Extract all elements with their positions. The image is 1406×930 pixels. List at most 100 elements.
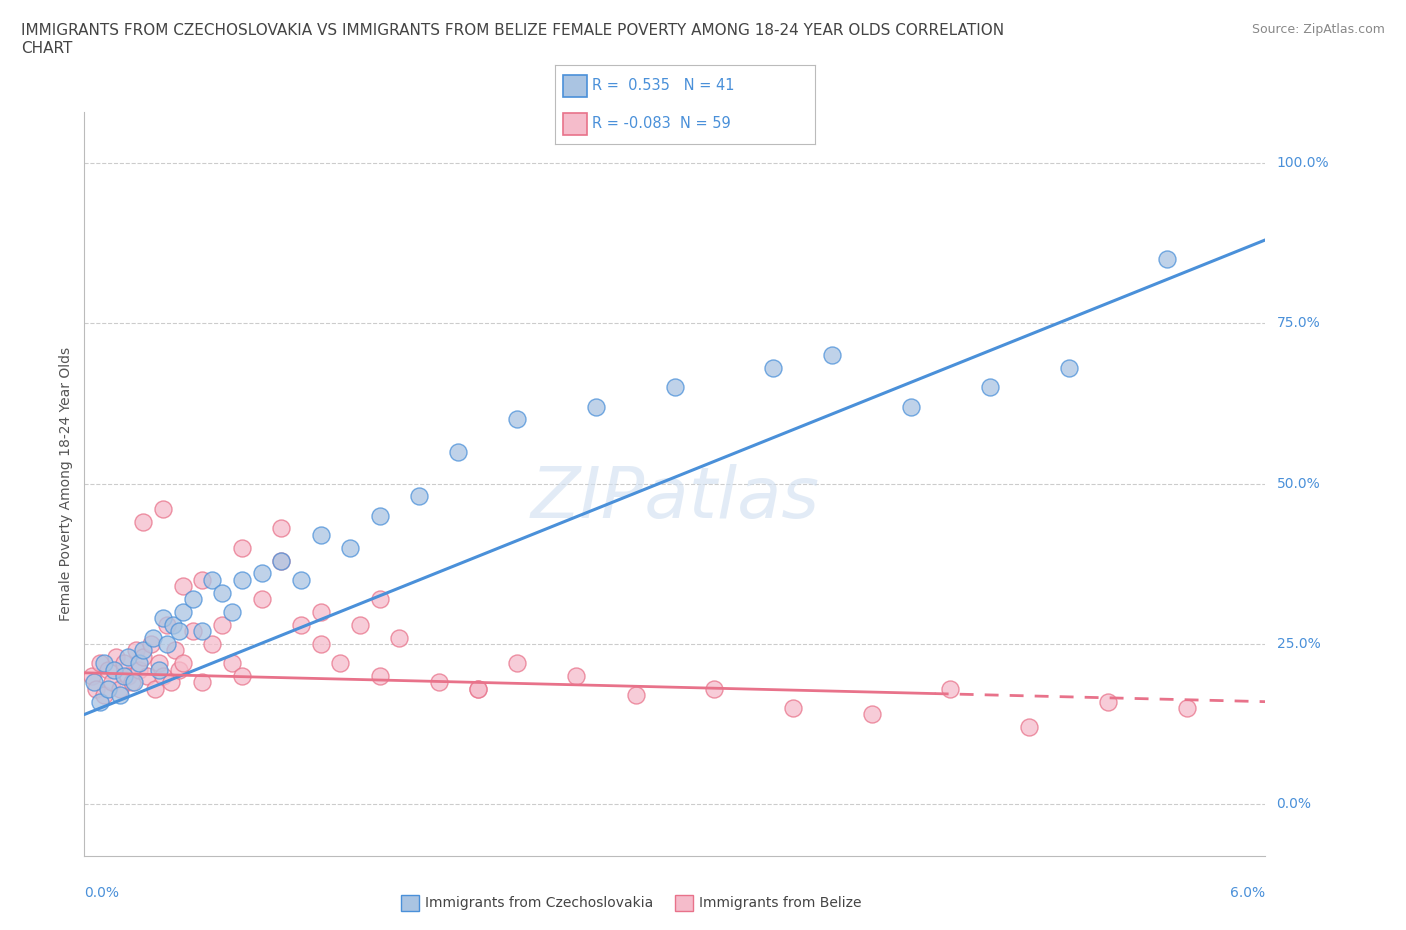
Point	[172, 578, 194, 593]
Point	[132, 643, 155, 658]
Text: ZIPatlas: ZIPatlas	[530, 464, 820, 533]
Point	[101, 675, 124, 690]
Point	[211, 585, 233, 600]
Point	[191, 572, 214, 587]
Text: 75.0%: 75.0%	[1277, 316, 1320, 330]
Point	[368, 508, 391, 523]
Point	[221, 604, 243, 619]
Point	[329, 656, 352, 671]
Point	[762, 361, 785, 376]
Point	[408, 489, 430, 504]
Point	[112, 656, 135, 671]
Point	[1057, 361, 1080, 376]
FancyBboxPatch shape	[564, 74, 586, 97]
Point	[82, 669, 104, 684]
Point	[368, 669, 391, 684]
Point	[860, 707, 883, 722]
Point	[181, 591, 204, 606]
Point	[89, 694, 111, 709]
Point	[181, 624, 204, 639]
Point	[128, 656, 150, 671]
Point	[142, 631, 165, 645]
Text: 50.0%: 50.0%	[1277, 476, 1320, 491]
Point	[84, 682, 107, 697]
Point	[467, 682, 489, 697]
Text: 6.0%: 6.0%	[1230, 886, 1265, 900]
Point	[703, 682, 725, 697]
Point	[117, 649, 139, 664]
Text: Immigrants from Belize: Immigrants from Belize	[699, 896, 862, 910]
Point	[172, 656, 194, 671]
Point	[506, 412, 529, 427]
Text: R = -0.083  N = 59: R = -0.083 N = 59	[592, 116, 731, 131]
Point	[122, 675, 145, 690]
Point	[103, 662, 125, 677]
Point	[162, 618, 184, 632]
Point	[83, 675, 105, 690]
Point	[156, 618, 179, 632]
Point	[132, 649, 155, 664]
Point	[160, 675, 183, 690]
Point	[309, 527, 332, 542]
Point	[167, 662, 190, 677]
Point	[585, 399, 607, 414]
Point	[201, 636, 224, 651]
Point	[112, 669, 135, 684]
Point	[270, 521, 292, 536]
Point	[309, 604, 332, 619]
Point	[93, 688, 115, 703]
Point	[349, 618, 371, 632]
Point	[143, 682, 166, 697]
Point	[152, 611, 174, 626]
Point	[939, 682, 962, 697]
Point	[141, 636, 163, 651]
Point	[900, 399, 922, 414]
Point	[339, 540, 361, 555]
Text: 100.0%: 100.0%	[1277, 156, 1329, 170]
Text: Immigrants from Czechoslovakia: Immigrants from Czechoslovakia	[425, 896, 652, 910]
Point	[104, 649, 127, 664]
Point	[97, 662, 120, 677]
FancyBboxPatch shape	[564, 113, 586, 135]
Point	[290, 572, 312, 587]
Point	[1156, 252, 1178, 267]
Point	[1097, 694, 1119, 709]
Point	[89, 656, 111, 671]
Point	[163, 643, 186, 658]
Point	[565, 669, 588, 684]
Point	[1175, 700, 1198, 715]
Text: 0.0%: 0.0%	[1277, 797, 1312, 811]
Point	[152, 669, 174, 684]
Point	[782, 700, 804, 715]
Text: IMMIGRANTS FROM CZECHOSLOVAKIA VS IMMIGRANTS FROM BELIZE FEMALE POVERTY AMONG 18: IMMIGRANTS FROM CZECHOSLOVAKIA VS IMMIGR…	[21, 23, 1004, 56]
Point	[132, 514, 155, 529]
Point	[148, 656, 170, 671]
Point	[152, 502, 174, 517]
Point	[191, 675, 214, 690]
Point	[221, 656, 243, 671]
Point	[624, 688, 647, 703]
Point	[250, 566, 273, 581]
Point	[664, 380, 686, 395]
Point	[167, 624, 190, 639]
Point	[97, 682, 120, 697]
Point	[128, 662, 150, 677]
Text: R =  0.535   N = 41: R = 0.535 N = 41	[592, 78, 734, 93]
Point	[156, 636, 179, 651]
Point	[368, 591, 391, 606]
Point	[231, 669, 253, 684]
Point	[447, 445, 470, 459]
Point	[211, 618, 233, 632]
Point	[148, 662, 170, 677]
Text: 0.0%: 0.0%	[84, 886, 120, 900]
Point	[427, 675, 450, 690]
Point	[121, 675, 143, 690]
Point	[290, 618, 312, 632]
Point	[231, 540, 253, 555]
Point	[124, 643, 146, 658]
Point	[250, 591, 273, 606]
Point	[108, 682, 131, 697]
Point	[136, 669, 159, 684]
Point	[93, 656, 115, 671]
Point	[467, 682, 489, 697]
